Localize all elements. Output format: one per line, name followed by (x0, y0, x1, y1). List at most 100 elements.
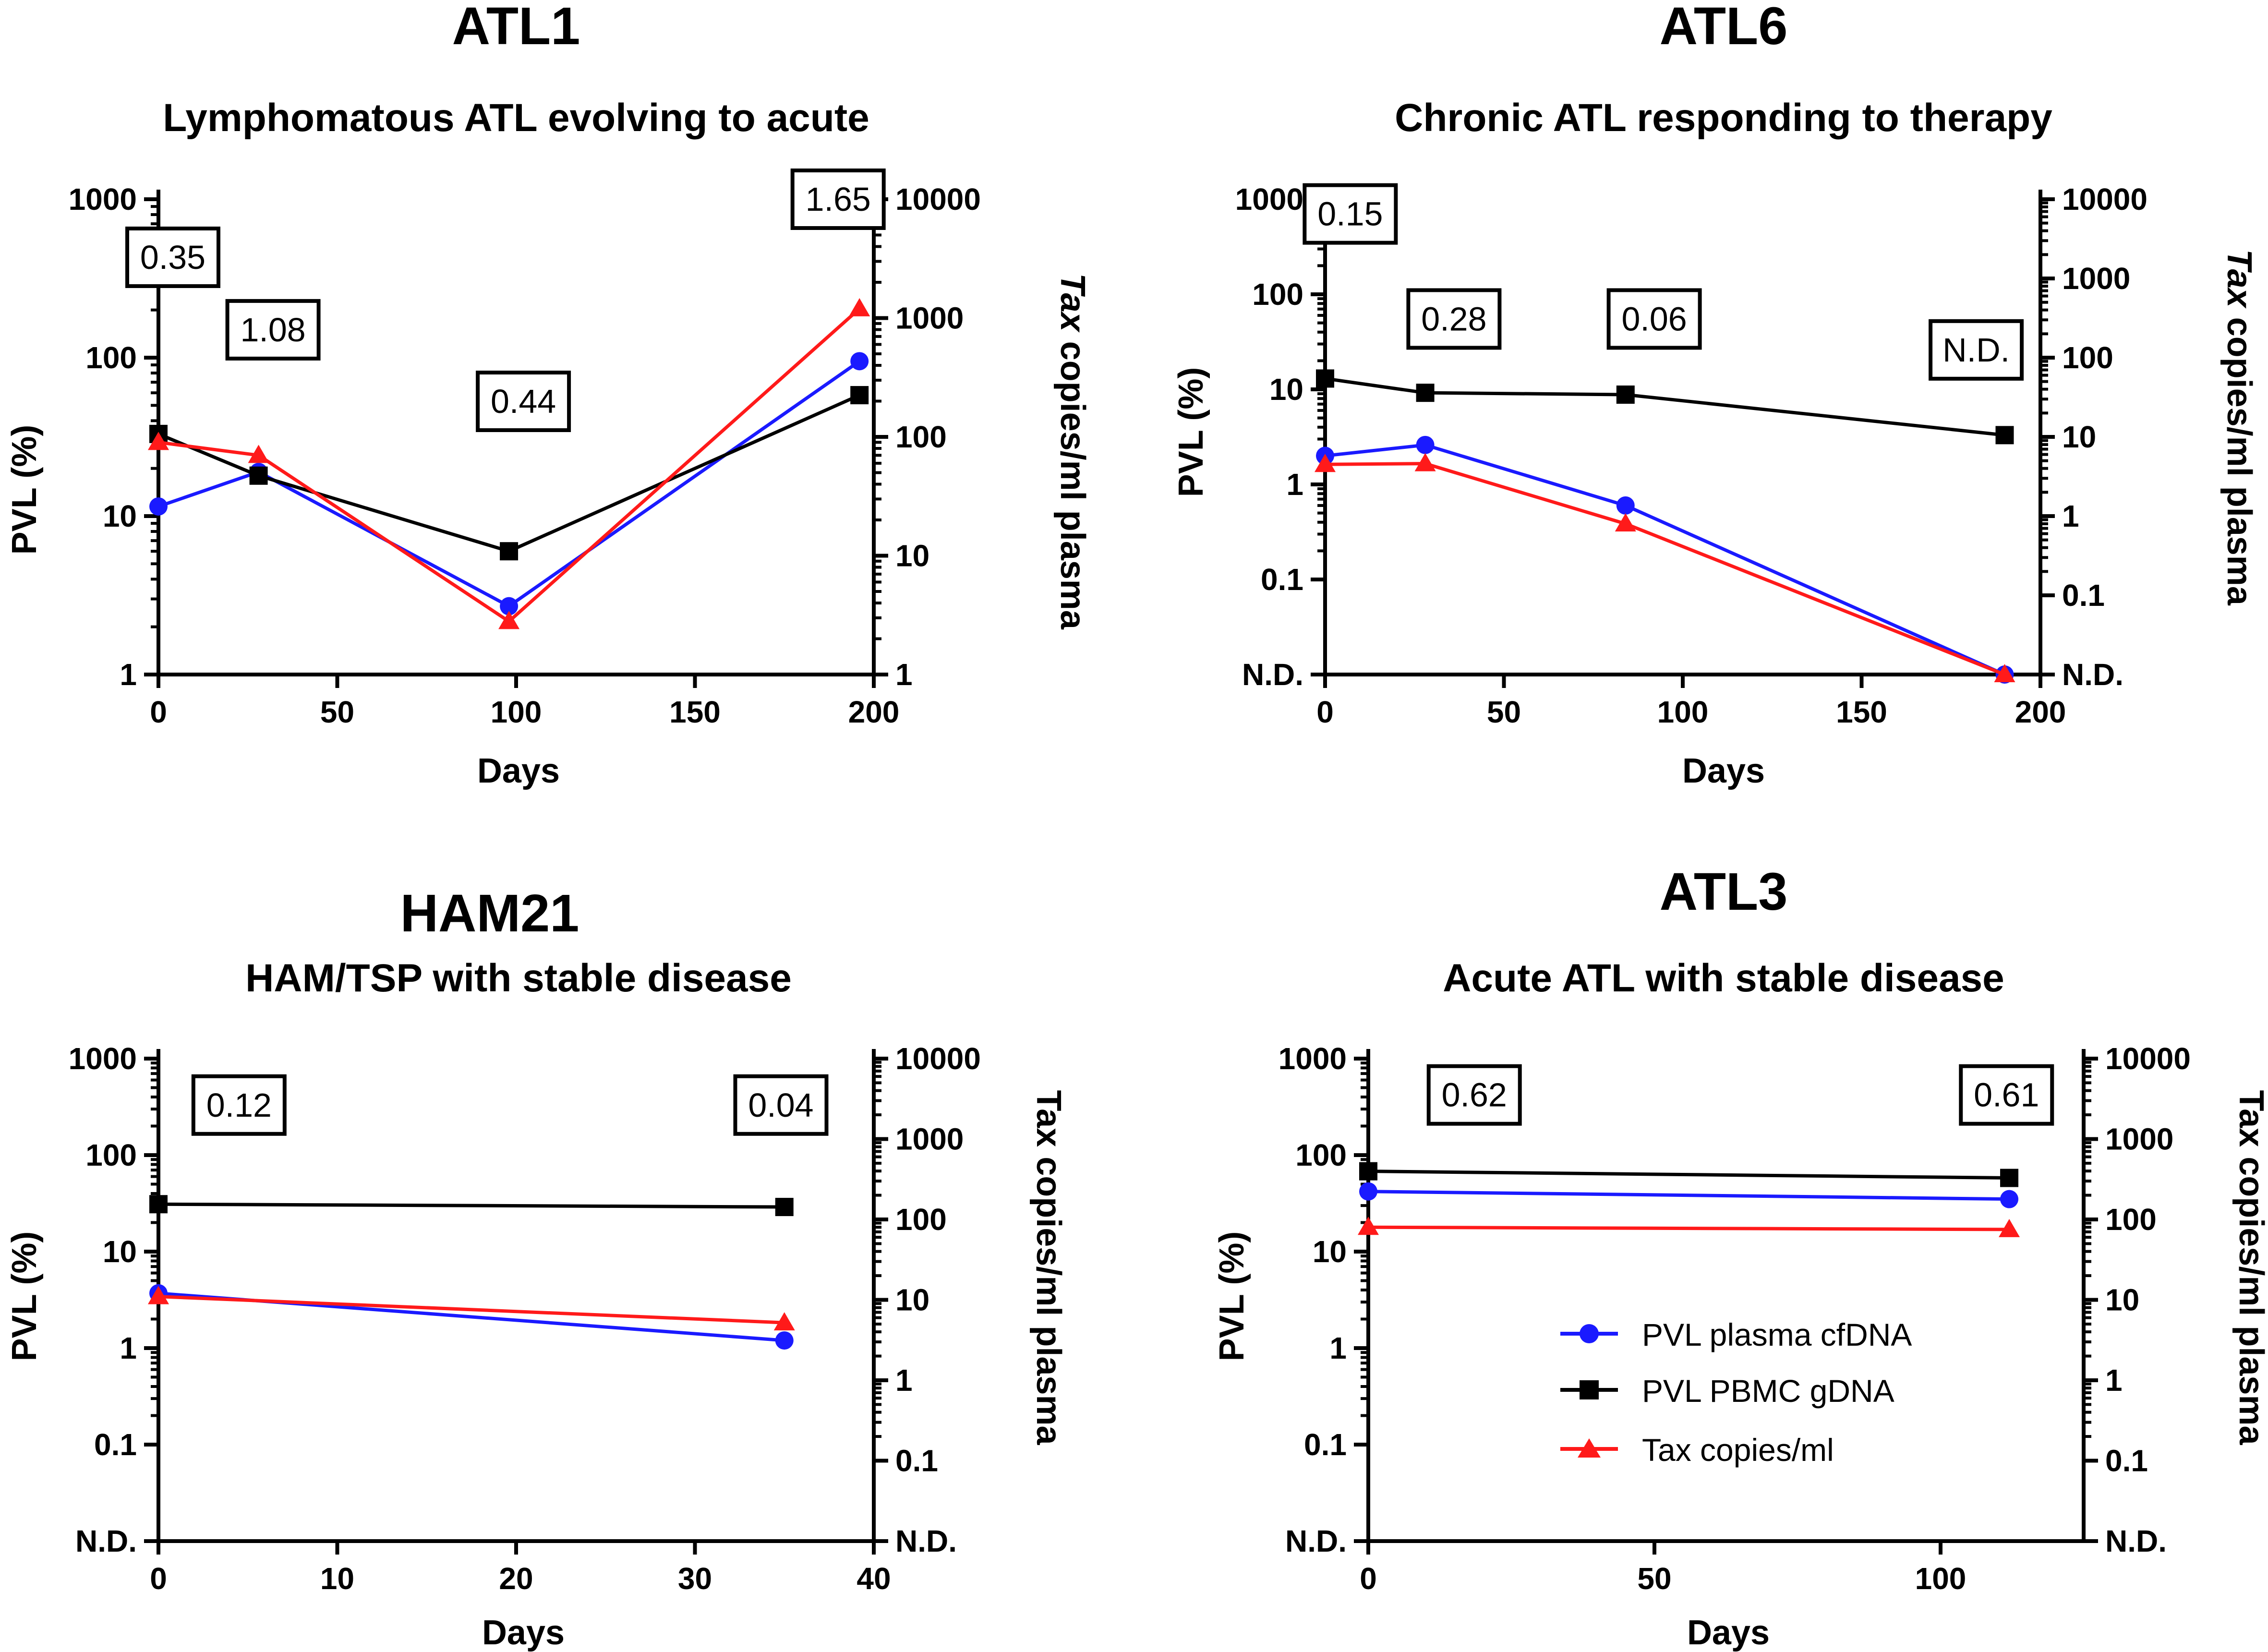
y2-axis-label-italic: Tax (1053, 273, 1092, 333)
data-point-square (2000, 1169, 2019, 1187)
data-point-square (1316, 369, 1334, 388)
y-axis-label: PVL (%) (1213, 1231, 1251, 1362)
series-line (158, 307, 861, 623)
x-tick-label: 20 (499, 1561, 533, 1596)
y-tick-label-right: 0.1 (2105, 1444, 2148, 1478)
y-tick-label-right: 1000 (2105, 1122, 2173, 1157)
data-point-triangle (1414, 453, 1436, 471)
data-point-square (1416, 384, 1435, 402)
annotation-box (1303, 183, 1398, 245)
x-tick-label: 100 (491, 695, 542, 729)
x-axis-label: Days (482, 1614, 565, 1652)
series-line (1368, 1170, 2010, 1180)
data-point-triangle (773, 1312, 795, 1331)
y-tick-label-left: 1 (120, 1331, 137, 1365)
data-point-triangle (1615, 513, 1636, 531)
y-tick-label-right: 10000 (2062, 182, 2147, 217)
y-tick-label-right: 100 (895, 1202, 947, 1237)
annotation-label: 1.08 (240, 311, 305, 349)
y-tick-label-right: N.D. (2062, 657, 2123, 692)
series-line (1368, 1225, 2010, 1231)
annotation-label: 1.65 (806, 181, 871, 218)
y-tick-label-left: 10 (1313, 1234, 1347, 1269)
annotation-box (191, 1074, 287, 1136)
data-point-triangle (1994, 664, 2015, 682)
y-tick-label-left: 0.1 (1261, 562, 1303, 597)
x-tick-label: 200 (848, 695, 900, 729)
series-line (1325, 443, 2005, 676)
series-line (157, 393, 860, 553)
y-tick-label-right: 1000 (2062, 261, 2130, 296)
legend-label: PVL PBMC gDNA (1642, 1373, 1894, 1409)
y-tick-label-left: 1 (1286, 467, 1303, 502)
legend-item-pbmc: PVL PBMC gDNA (1560, 1373, 1894, 1409)
y-tick-label-left: N.D. (1242, 657, 1303, 692)
x-tick-label: 30 (678, 1561, 712, 1596)
annotation-box (476, 370, 571, 432)
x-axis-label: Days (477, 752, 560, 790)
y-tick-label-left: N.D. (1285, 1524, 1347, 1558)
x-tick-label: 0 (150, 1561, 167, 1596)
y2-axis-label-rest: copies/ml plasma (1053, 332, 1092, 630)
panel-ham21: HAM21 HAM/TSP with stable disease Days P… (5, 884, 1068, 1652)
data-point-circle (850, 352, 869, 371)
annotation-box (1426, 1064, 1522, 1126)
y-tick-label-right: 100 (2062, 340, 2113, 375)
y-tick-label-right: 1 (895, 1363, 913, 1398)
data-point-triangle (148, 432, 169, 450)
data-point-square (850, 386, 869, 405)
x-axis-label: Days (1687, 1614, 1770, 1652)
y-tick-label-right: 10000 (895, 182, 981, 217)
y-tick-label-left: 1000 (1279, 1041, 1347, 1076)
data-point-circle (1616, 496, 1635, 515)
annotation-label: 0.35 (140, 239, 205, 276)
y-axis-label: PVL (%) (5, 425, 44, 555)
data-point-square (149, 1195, 168, 1214)
y-tick-label-left: 0.1 (94, 1427, 137, 1462)
y-tick-label-left: 10 (103, 1234, 137, 1269)
series-line (158, 1202, 784, 1209)
x-tick-label: 200 (2015, 695, 2066, 729)
panel-subtitle: Chronic ATL responding to therapy (1395, 96, 2052, 140)
y-tick-label-left: 0.1 (1304, 1427, 1347, 1462)
data-point-triangle (849, 298, 870, 316)
data-point-circle (1416, 435, 1435, 454)
y-tick-label-right: N.D. (895, 1524, 957, 1558)
series-line (1325, 376, 2005, 437)
x-tick-label: 40 (857, 1561, 891, 1596)
data-point-triangle (248, 445, 269, 463)
y-tick-label-left: 100 (85, 1138, 137, 1172)
annotation-box (1929, 319, 2024, 381)
series-line (1368, 1190, 2010, 1201)
annotation-label: N.D. (1942, 331, 2010, 369)
annotation-label: 0.15 (1317, 195, 1383, 233)
x-tick-label: 50 (1487, 695, 1521, 729)
y-tick-label-right: N.D. (2105, 1524, 2167, 1558)
x-axis-label: Days (1682, 752, 1765, 790)
annotation-box (1606, 288, 1702, 350)
y2-axis-label: Tax copies/ml plasma (1029, 1090, 1068, 1446)
legend-item-tax: Tax copies/ml (1560, 1432, 1834, 1468)
x-tick-label: 0 (1360, 1561, 1377, 1596)
data-point-square (1995, 426, 2014, 445)
annotation-box (1959, 1064, 2054, 1126)
panel-title: ATL6 (1660, 0, 1788, 56)
data-point-circle (1359, 1182, 1377, 1201)
x-tick-label: 100 (1915, 1561, 1966, 1596)
y2-axis-label-rest: Tax copies/ml plasma (2232, 1090, 2268, 1446)
data-point-square (775, 1198, 794, 1217)
y-tick-label-left: 10 (1269, 372, 1303, 407)
annotation-label: 0.06 (1621, 300, 1687, 338)
panel-title: ATL1 (452, 0, 580, 56)
panel-atl3: ATL3 Acute ATL with stable disease Days … (1213, 862, 2268, 1652)
annotation-label: 0.44 (491, 383, 556, 420)
legend-label: Tax copies/ml (1642, 1432, 1834, 1468)
annotation-box (733, 1074, 829, 1136)
x-tick-label: 50 (1637, 1561, 1671, 1596)
y2-axis-label-rest: copies/ml plasma (2220, 308, 2258, 606)
legend-item-plasma: PVL plasma cfDNA (1560, 1317, 1912, 1352)
chart-ham21: 10001001010.1N.D.1000010001001010.1N.D.0… (69, 1041, 981, 1596)
y-axis-label: PVL (%) (5, 1231, 44, 1362)
